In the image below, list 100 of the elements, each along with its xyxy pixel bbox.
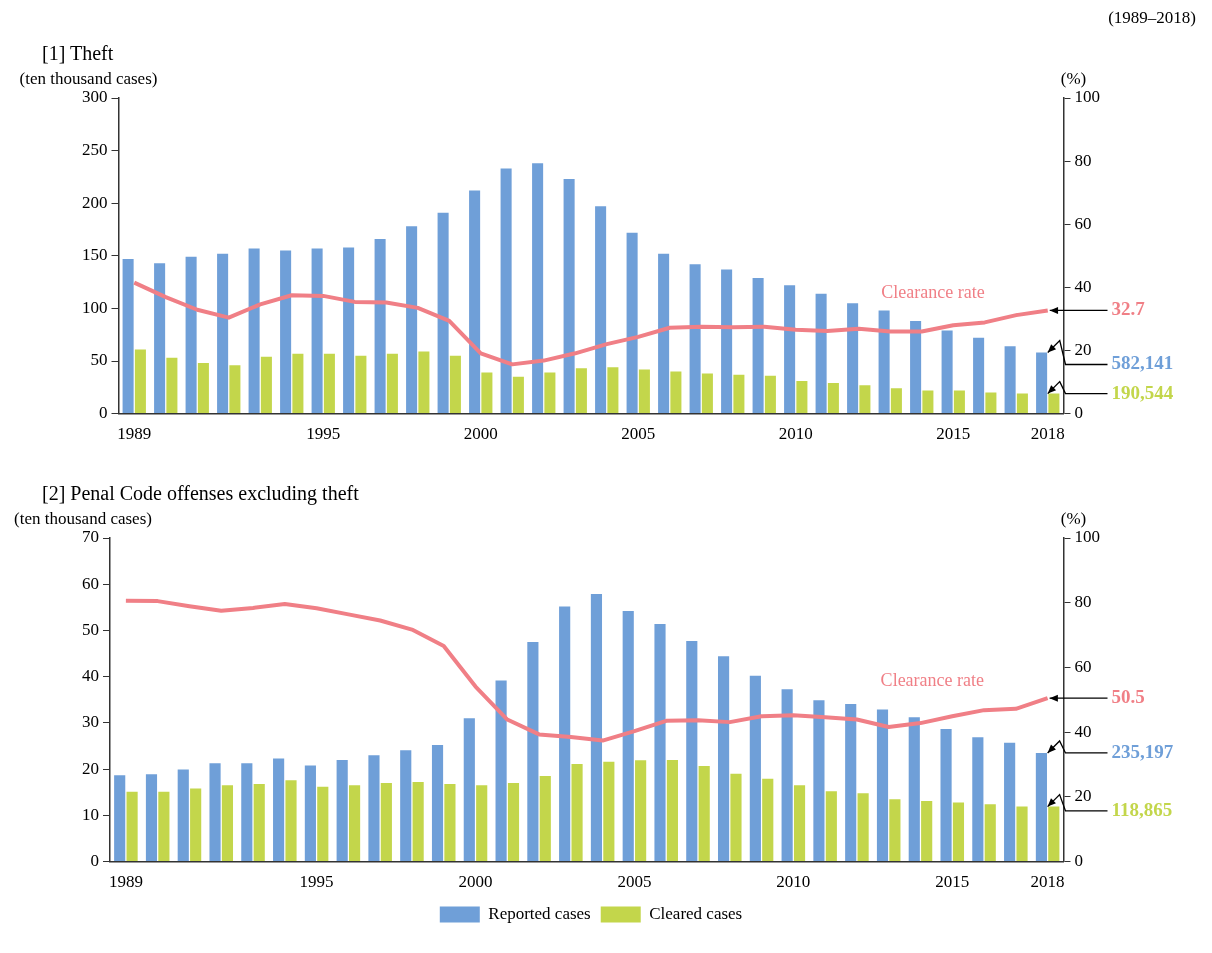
bar: [730, 773, 742, 862]
bar: [670, 371, 682, 414]
bar: [952, 802, 965, 862]
bar: [304, 765, 316, 862]
bar: [813, 700, 825, 862]
bar: [666, 759, 678, 862]
bar: [658, 253, 670, 414]
x-tick-label: 2000: [463, 424, 498, 444]
bar: [355, 355, 367, 414]
bar: [825, 791, 837, 862]
bar: [1016, 806, 1028, 862]
bar: [559, 606, 571, 862]
y-tick-label: 150: [82, 245, 108, 265]
bar: [984, 804, 996, 862]
y2-tick-label: 100: [1074, 87, 1100, 107]
x-tick-label: 2018: [1030, 872, 1065, 892]
bar: [292, 353, 304, 414]
x-tick-label: 1995: [299, 872, 334, 892]
bar: [386, 353, 398, 414]
x-tick-label: 2015: [935, 872, 970, 892]
bar: [733, 374, 745, 414]
y-tick-label: 20: [82, 758, 99, 778]
bar: [481, 372, 493, 414]
legend-label: Cleared cases: [649, 903, 743, 923]
y-tick-label: 200: [82, 192, 108, 212]
bar: [431, 745, 444, 862]
bar: [166, 357, 178, 414]
y2-tick-label: 20: [1074, 339, 1092, 359]
bar: [500, 168, 512, 414]
bar: [544, 372, 556, 414]
bar: [827, 383, 839, 414]
y2-tick-label: 0: [1074, 851, 1083, 871]
bar: [638, 369, 650, 414]
y-tick-label: 0: [90, 851, 99, 871]
bar: [158, 791, 170, 862]
bar: [217, 253, 229, 414]
bar: [248, 248, 260, 414]
bar: [603, 761, 615, 862]
bar: [114, 775, 126, 862]
bar: [449, 355, 461, 414]
bar: [437, 212, 449, 414]
data-label: 32.7: [1111, 298, 1146, 320]
bar: [418, 351, 430, 414]
bar: [280, 250, 292, 414]
bar: [908, 717, 920, 862]
bar: [752, 277, 764, 414]
y2-tick-label: 100: [1074, 527, 1100, 547]
bar: [368, 755, 380, 862]
y-tick-label: 50: [90, 350, 108, 370]
bar: [190, 788, 202, 862]
bar: [889, 799, 901, 862]
bar: [349, 785, 361, 862]
bar: [654, 623, 666, 862]
bar: [607, 367, 619, 414]
data-label: 50.5: [1111, 686, 1145, 708]
y2-tick-label: 60: [1074, 213, 1092, 233]
bar: [793, 785, 806, 862]
y2-tick-label: 80: [1074, 150, 1092, 170]
bar: [876, 709, 889, 862]
y-tick-label: 300: [82, 87, 108, 107]
bar: [177, 769, 189, 862]
bar: [815, 293, 827, 414]
y2-axis-title: (%): [1060, 68, 1087, 88]
x-tick-label: 2010: [778, 424, 813, 444]
bar: [595, 206, 607, 414]
bar: [469, 190, 481, 414]
y-tick-label: 50: [82, 619, 99, 639]
annotation: 235,197: [1111, 740, 1174, 762]
bar: [921, 801, 933, 862]
bar: [412, 782, 424, 862]
x-tick-label: 1989: [117, 424, 152, 444]
y-tick-label: 30: [82, 712, 99, 732]
bar: [635, 760, 647, 862]
legend-label: Reported cases: [488, 903, 591, 923]
bar: [571, 764, 583, 862]
bar: [495, 680, 507, 862]
bar: [1004, 346, 1016, 414]
bar: [507, 783, 520, 862]
bar: [343, 247, 355, 414]
bar: [444, 783, 456, 862]
x-tick-label: 2005: [621, 424, 656, 444]
bar: [1016, 393, 1028, 414]
bar: [539, 776, 551, 862]
y2-axis-title: (%): [1060, 508, 1087, 528]
bar: [241, 763, 253, 862]
bar: [273, 758, 285, 862]
bar: [563, 179, 575, 414]
bar: [512, 376, 524, 414]
bar: [698, 765, 710, 862]
bar: [197, 363, 209, 414]
y-tick-label: 70: [82, 527, 99, 547]
bar: [575, 368, 587, 414]
chart-title: [2] Penal Code offenses excluding theft: [42, 480, 360, 507]
bar: [622, 611, 634, 862]
bar: [749, 675, 761, 862]
bar: [122, 258, 134, 414]
x-tick-label: 2018: [1030, 424, 1065, 444]
bar: [476, 785, 488, 862]
x-tick-label: 2000: [458, 872, 493, 892]
bar: [626, 232, 638, 414]
